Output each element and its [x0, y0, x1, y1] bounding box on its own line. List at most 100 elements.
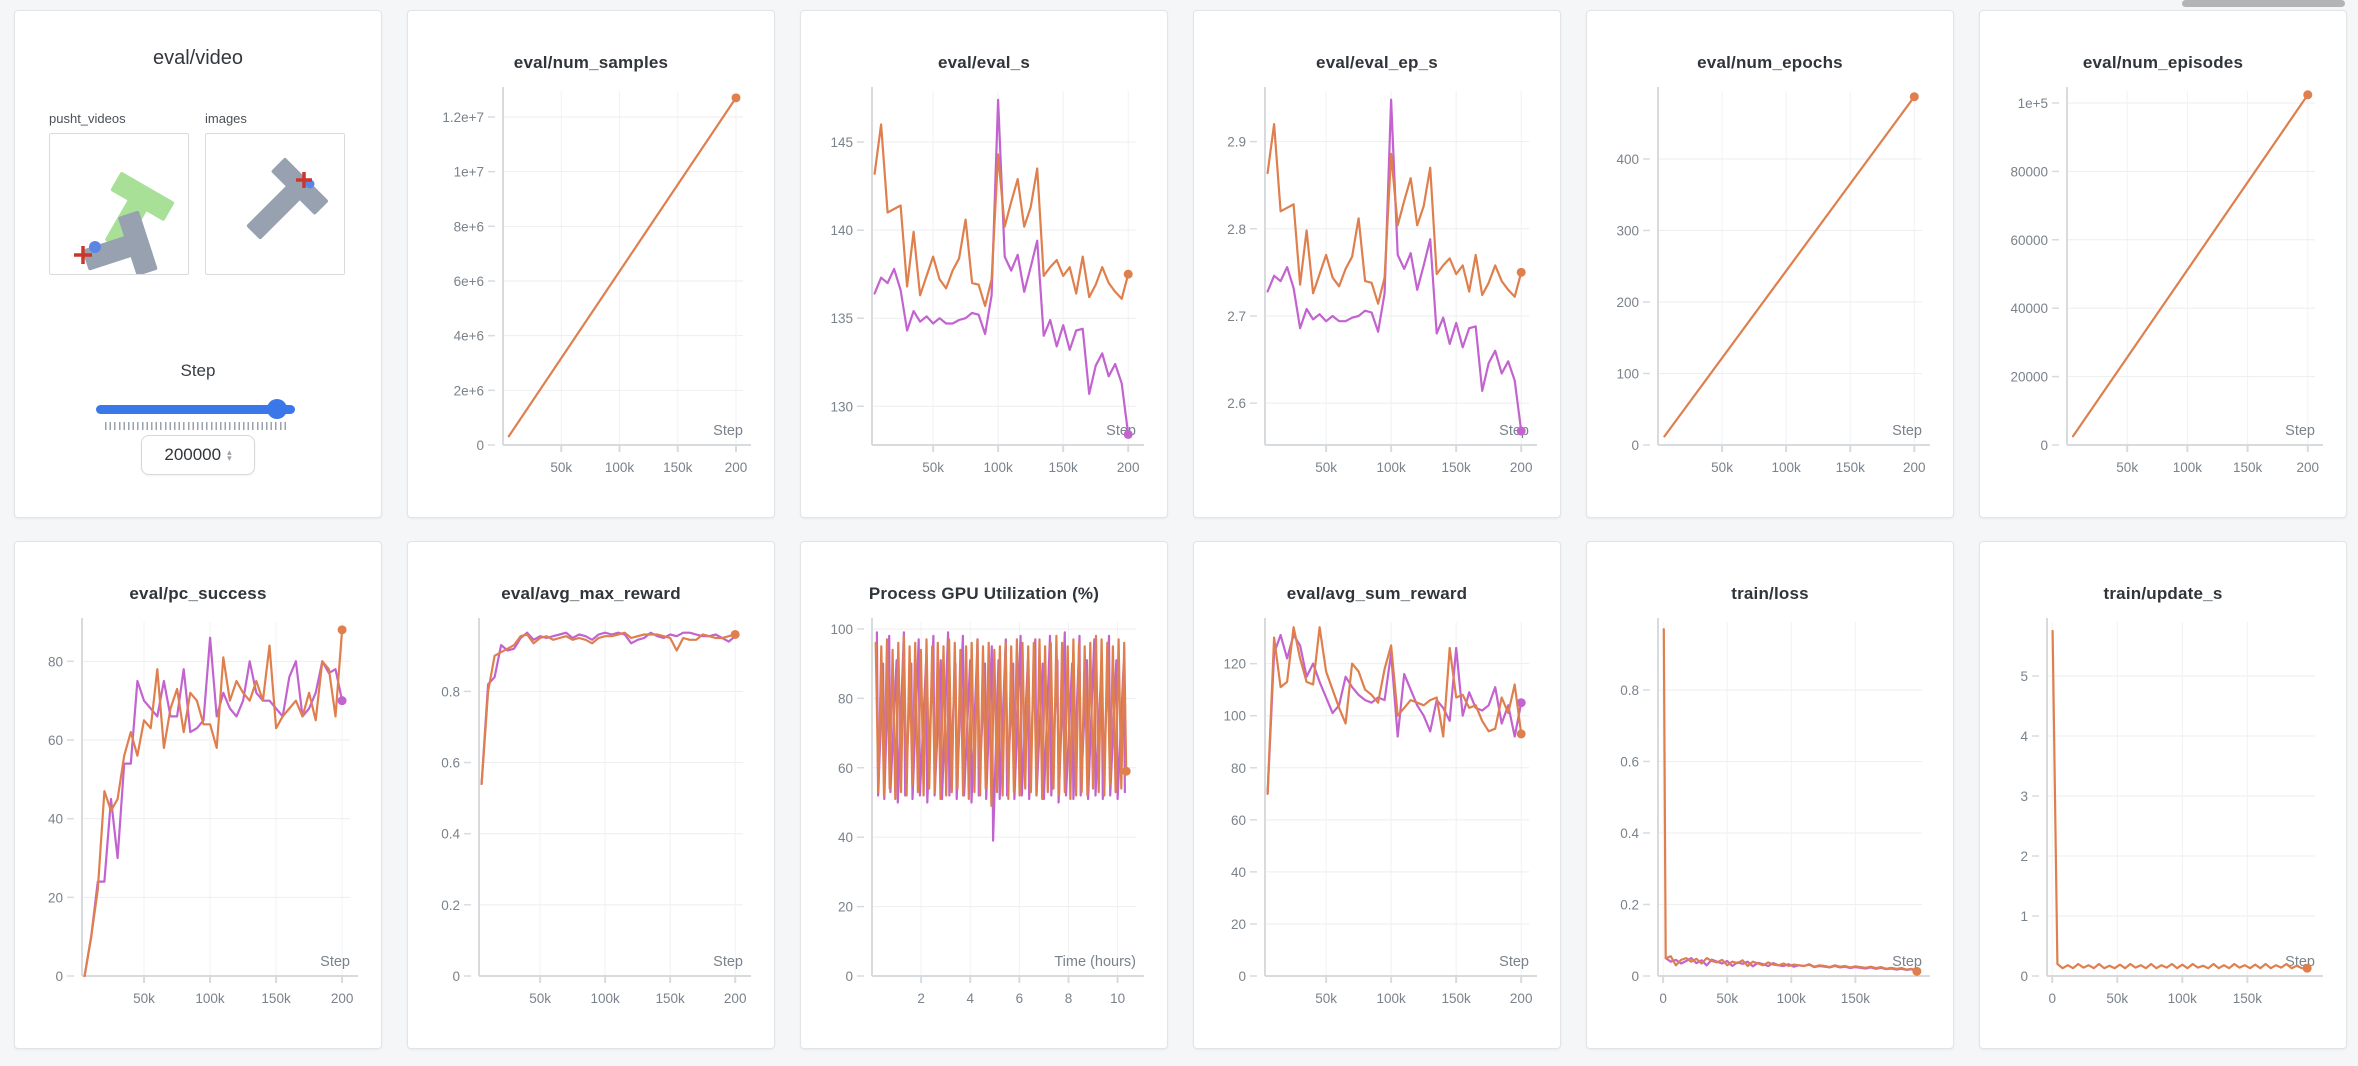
- chevron-up-icon[interactable]: ▴: [227, 447, 232, 457]
- video-panel-title: eval/video: [152, 47, 244, 69]
- svg-text:150k: 150k: [1442, 460, 1472, 475]
- svg-text:50k: 50k: [2116, 460, 2138, 475]
- svg-text:4e+6: 4e+6: [454, 329, 484, 344]
- svg-text:0: 0: [1631, 438, 1639, 453]
- svg-text:140: 140: [830, 223, 853, 238]
- svg-text:50k: 50k: [529, 991, 551, 1006]
- svg-text:100k: 100k: [2168, 991, 2198, 1006]
- video-panel[interactable]: eval/video pusht_videos images: [14, 10, 382, 518]
- chart-plot[interactable]: 0 0.2 0.4 0.6 0.8 50k 100k 150k 200 Step: [419, 612, 763, 1024]
- svg-text:100: 100: [830, 622, 853, 637]
- chart-plot[interactable]: 0 2e+6 4e+6 6e+6 8e+6 1e+7 1.2e+7 50k 100k 150k 20…: [419, 81, 763, 493]
- chart-plot[interactable]: 0 20 40 60 80 50k 100k 150k 200 Step: [26, 612, 370, 1024]
- pusht-video-thumbnail[interactable]: [49, 133, 189, 276]
- svg-text:60: 60: [1231, 813, 1246, 828]
- svg-text:50k: 50k: [550, 460, 572, 475]
- images-thumbnail[interactable]: [205, 133, 345, 275]
- chart-panel-process-gpu-utilization-[interactable]: Process GPU Utilization (%) 0 20 40 60 80 100…: [800, 541, 1168, 1049]
- stepper-chevrons[interactable]: ▴ ▾: [227, 447, 232, 463]
- svg-text:Step: Step: [2285, 423, 2315, 439]
- svg-text:150k: 150k: [2233, 991, 2263, 1006]
- svg-text:80: 80: [48, 654, 63, 669]
- pusht-scene-graphic: [74, 172, 175, 276]
- svg-text:130: 130: [830, 399, 853, 414]
- chart-plot[interactable]: 0 20 40 60 80 100 120 50k 100k 150k 200 Step: [1205, 612, 1549, 1024]
- chart-title: train/loss: [1731, 584, 1809, 603]
- step-slider-track[interactable]: [96, 405, 295, 414]
- svg-text:145: 145: [830, 135, 853, 150]
- svg-text:100k: 100k: [591, 991, 621, 1006]
- svg-text:100k: 100k: [1772, 460, 1802, 475]
- svg-text:1e+7: 1e+7: [454, 165, 484, 180]
- svg-text:Time (hours): Time (hours): [1054, 954, 1136, 970]
- svg-text:50k: 50k: [922, 460, 944, 475]
- svg-text:20000: 20000: [2010, 370, 2048, 385]
- svg-text:0: 0: [1659, 991, 1667, 1006]
- svg-text:20: 20: [48, 890, 63, 905]
- svg-text:100k: 100k: [1377, 460, 1407, 475]
- chart-panel-eval-eval-ep-s[interactable]: eval/eval_ep_s 2.6 2.7 2.8 2.9 50k 100k 150k 20…: [1193, 10, 1561, 518]
- svg-text:20: 20: [838, 900, 853, 915]
- chart-title: eval/num_episodes: [2082, 53, 2244, 72]
- chevron-down-icon[interactable]: ▾: [227, 453, 232, 463]
- svg-text:150k: 150k: [1442, 991, 1472, 1006]
- svg-text:60: 60: [838, 761, 853, 776]
- svg-text:2: 2: [2020, 849, 2028, 864]
- svg-text:50k: 50k: [133, 991, 155, 1006]
- chart-panel-eval-num-epochs[interactable]: eval/num_epochs 0 100 200 300 400 50k 100k 150k…: [1586, 10, 1954, 518]
- svg-text:80: 80: [838, 691, 853, 706]
- chart-plot[interactable]: 0 100 200 300 400 50k 100k 150k 200 Step: [1598, 81, 1942, 493]
- step-number-input[interactable]: 200000 ▴ ▾: [141, 435, 255, 475]
- svg-text:40: 40: [838, 830, 853, 845]
- step-slider-thumb[interactable]: [267, 399, 287, 419]
- chart-panel-eval-num-samples[interactable]: eval/num_samples 0 2e+6 4e+6 6e+6 8e+6 1e+7 1.…: [407, 10, 775, 518]
- svg-text:40000: 40000: [2010, 301, 2048, 316]
- svg-text:0.4: 0.4: [1620, 826, 1639, 841]
- chart-panel-eval-eval-s[interactable]: eval/eval_s 130 135 140 145 50k 100k 150k 200 St…: [800, 10, 1168, 518]
- chart-panel-eval-pc-success[interactable]: eval/pc_success 0 20 40 60 80 50k 100k 150k 200 S…: [14, 541, 382, 1049]
- svg-text:0: 0: [845, 969, 853, 984]
- chart-plot[interactable]: 0 20 40 60 80 100 2 4 6 8 10 Time (hours): [812, 612, 1156, 1024]
- svg-text:0.8: 0.8: [1620, 683, 1639, 698]
- chart-panel-eval-num-episodes[interactable]: eval/num_episodes 0 20000 40000 60000 80000 1…: [1979, 10, 2347, 518]
- goal-cross-icon: [74, 246, 92, 264]
- svg-text:0: 0: [1631, 969, 1639, 984]
- chart-panel-eval-avg-max-reward[interactable]: eval/avg_max_reward 0 0.2 0.4 0.6 0.8 50k 100k…: [407, 541, 775, 1049]
- chart-panel-train-loss[interactable]: train/loss 0 0.2 0.4 0.6 0.8 0 50k 100k 150k Step: [1586, 541, 1954, 1049]
- horizontal-scrollbar-thumb[interactable]: [2182, 0, 2345, 7]
- svg-text:2: 2: [917, 991, 925, 1006]
- svg-text:0: 0: [1238, 969, 1246, 984]
- svg-text:150k: 150k: [1841, 991, 1871, 1006]
- svg-text:0.6: 0.6: [1620, 754, 1639, 769]
- svg-text:1.2e+7: 1.2e+7: [442, 110, 484, 125]
- svg-text:100k: 100k: [2173, 460, 2203, 475]
- svg-text:135: 135: [830, 311, 853, 326]
- svg-text:200: 200: [1510, 991, 1533, 1006]
- svg-text:60: 60: [48, 733, 63, 748]
- svg-text:2.7: 2.7: [1227, 309, 1246, 324]
- chart-panel-eval-avg-sum-reward[interactable]: eval/avg_sum_reward 0 20 40 60 80 100 120 50k 10…: [1193, 541, 1561, 1049]
- svg-text:50k: 50k: [2106, 991, 2128, 1006]
- svg-text:1e+5: 1e+5: [2018, 96, 2048, 111]
- svg-text:0: 0: [476, 438, 484, 453]
- svg-text:1: 1: [2020, 909, 2028, 924]
- svg-text:200: 200: [725, 460, 748, 475]
- svg-text:Step: Step: [1892, 423, 1922, 439]
- svg-text:0: 0: [2048, 991, 2056, 1006]
- svg-text:100k: 100k: [195, 991, 225, 1006]
- chart-title: train/update_s: [2103, 584, 2223, 603]
- chart-plot[interactable]: 0 20000 40000 60000 80000 1e+5 50k 100k 150k 200 S…: [1991, 81, 2335, 493]
- chart-panel-train-update-s[interactable]: train/update_s 0 1 2 3 4 5 0 50k 100k 150k Step: [1979, 541, 2347, 1049]
- goal-cross-icon: [296, 172, 312, 188]
- svg-text:120: 120: [1223, 657, 1246, 672]
- chart-plot[interactable]: 0 0.2 0.4 0.6 0.8 0 50k 100k 150k Step: [1598, 612, 1942, 1024]
- svg-text:50k: 50k: [1315, 991, 1337, 1006]
- chart-title: eval/avg_max_reward: [501, 584, 681, 603]
- svg-text:60000: 60000: [2010, 233, 2048, 248]
- svg-text:10: 10: [1110, 991, 1125, 1006]
- chart-title: eval/eval_ep_s: [1316, 53, 1438, 72]
- svg-text:0.6: 0.6: [441, 756, 460, 771]
